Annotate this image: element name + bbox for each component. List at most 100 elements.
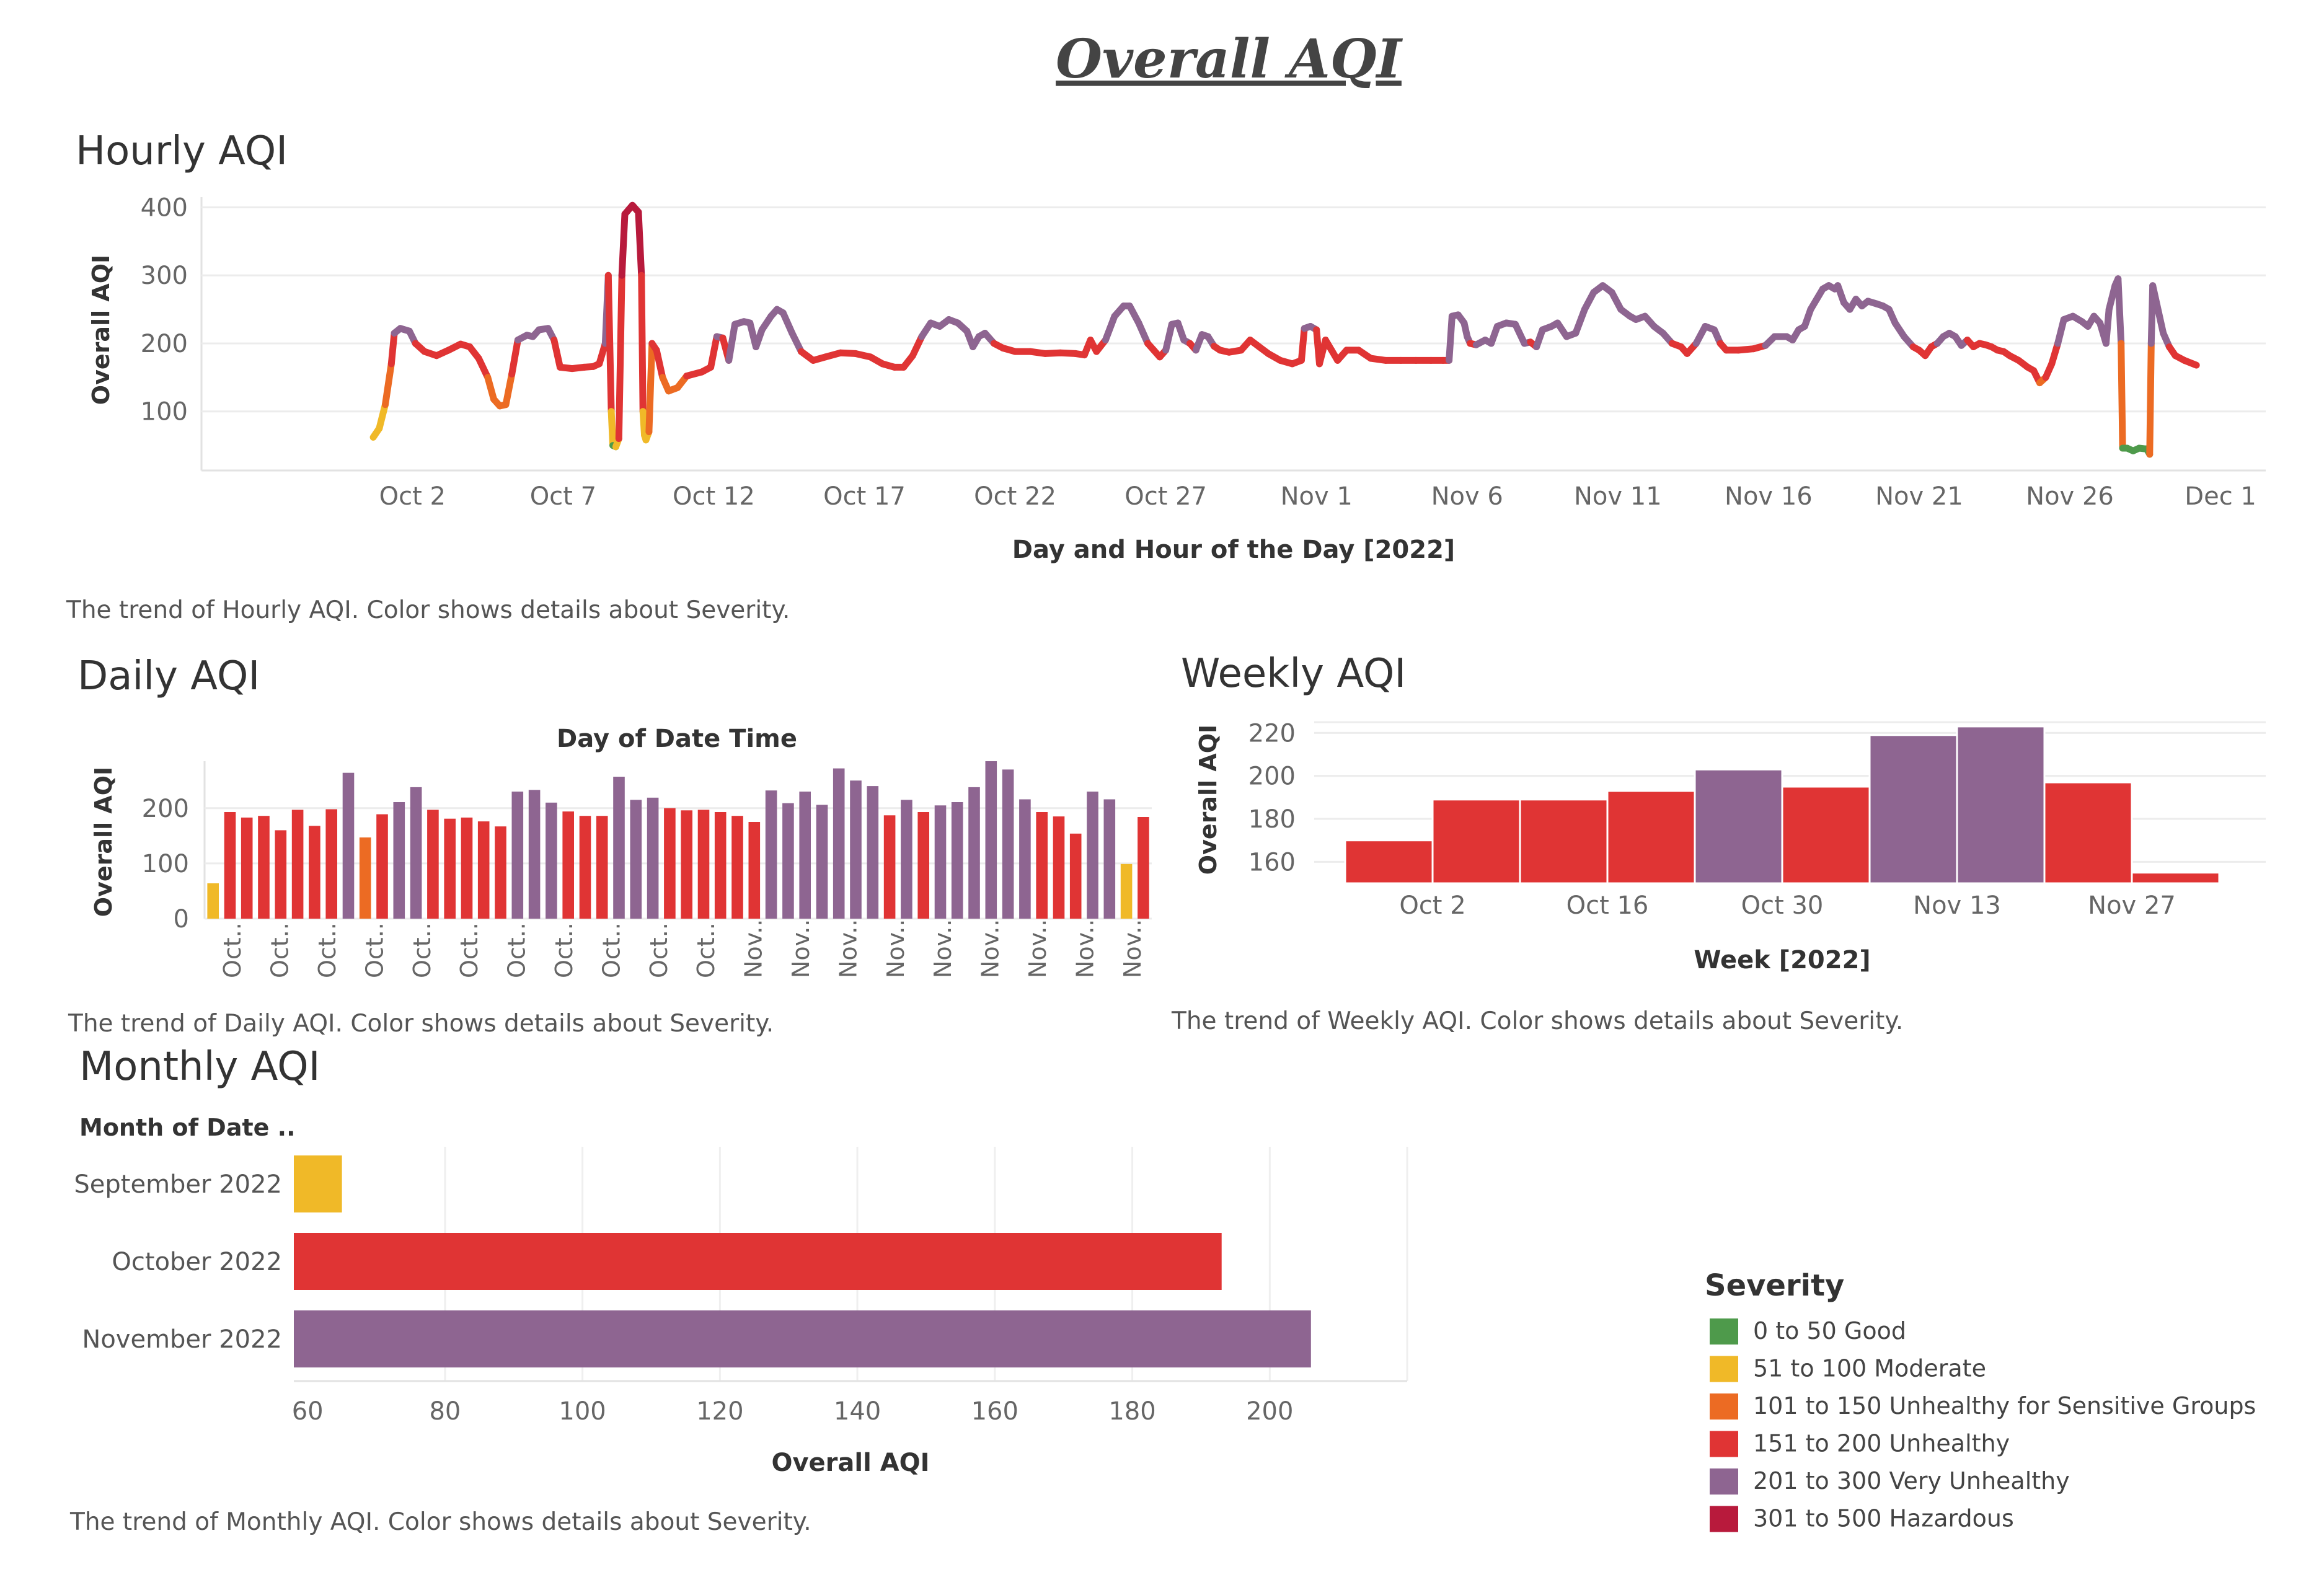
monthly-bar	[294, 1233, 1222, 1290]
daily-y-tick-label: 100	[142, 850, 189, 878]
daily-bar	[664, 808, 676, 919]
daily-bar	[579, 816, 591, 919]
hourly-line-segment	[387, 330, 398, 368]
weekly-y-tick-label: 220	[1248, 719, 1296, 748]
hourly-line-segment	[1446, 312, 1456, 364]
daily-bar	[562, 811, 574, 919]
hourly-x-tick-label: Nov 26	[2026, 482, 2114, 511]
daily-bar	[342, 772, 355, 919]
daily-bar	[291, 810, 304, 919]
hourly-line-segment	[502, 370, 516, 408]
daily-bar	[1120, 863, 1133, 919]
legend-item-label: 201 to 300 Very Unhealthy	[1753, 1467, 2070, 1495]
monthly-x-tick-label: 100	[559, 1397, 606, 1426]
weekly-y-tick-label: 160	[1248, 848, 1296, 877]
legend-swatch	[1710, 1468, 1738, 1495]
daily-bar	[697, 810, 710, 919]
weekly-aqi-chart: Weekly AQI 160 180 200 220 Oct 2 Oct 16 Oct 3…	[1171, 651, 2266, 1035]
daily-x-tick-label: Oct..	[692, 922, 720, 978]
daily-bar	[359, 837, 371, 919]
hourly-line-segment	[382, 360, 395, 408]
daily-bar	[495, 826, 506, 919]
hourly-x-ticks: Oct 2 Oct 7 Oct 12 Oct 17 Oct 22 Oct 27 Nov 1 N…	[379, 482, 2256, 511]
hourly-x-tick-label: Oct 27	[1124, 482, 1207, 511]
weekly-bar	[1431, 798, 1521, 885]
daily-bar	[883, 815, 896, 919]
daily-x-tick-label: Nov..	[740, 919, 767, 978]
monthly-row-header: Month of Date ..	[79, 1114, 296, 1141]
daily-x-ticks: Oct.. Oct.. Oct.. Oct.. Oct.. Oct.. Oct.. Oct..…	[219, 919, 1146, 978]
daily-bar	[393, 802, 405, 919]
hourly-line-segment	[1162, 320, 1175, 354]
weekly-chart-title: Weekly AQI	[1181, 651, 1406, 697]
daily-y-tick-label: 0	[174, 905, 189, 934]
monthly-category-labels: September 2022 October 2022 November 2022	[74, 1170, 282, 1354]
hourly-line-series	[369, 201, 2200, 458]
daily-x-tick-label: Nov..	[1119, 919, 1146, 978]
legend-swatch	[1710, 1356, 1738, 1382]
legend-item-label: 151 to 200 Unhealthy	[1753, 1430, 2010, 1457]
daily-bar	[714, 812, 727, 919]
hourly-x-tick-label: Oct 22	[974, 482, 1056, 511]
monthly-aqi-chart: Monthly AQI Month of Date .. September 2…	[69, 1044, 1408, 1536]
daily-bar	[1087, 792, 1098, 919]
weekly-bar	[1606, 790, 1696, 885]
daily-bar	[782, 803, 794, 919]
daily-y-ticks: 0 100 200	[142, 795, 189, 934]
hourly-line-segment	[638, 272, 647, 415]
daily-bar	[546, 802, 557, 919]
page-title: Overall AQI	[1056, 28, 1403, 91]
hourly-line-segment	[550, 337, 563, 371]
weekly-bar	[1344, 839, 1434, 885]
daily-y-axis-label: Overall AQI	[90, 767, 117, 917]
daily-bar	[799, 792, 811, 919]
hourly-line-segment	[635, 208, 645, 279]
monthly-x-ticks: 60 80 100 120 140 160 180 200	[292, 1397, 1294, 1426]
hourly-y-ticks: 100 200 300 400	[141, 193, 188, 426]
weekly-x-axis-label: Week [2022]	[1694, 946, 1870, 974]
hourly-x-tick-label: Nov 6	[1431, 482, 1503, 511]
daily-aqi-chart: Daily AQI Day of Date Time 0 100 200 Oct..…	[68, 653, 1152, 1038]
daily-bar	[1069, 833, 1082, 919]
hourly-line-segment	[596, 340, 609, 368]
daily-bar	[951, 802, 963, 919]
hourly-x-axis-label: Day and Hour of the Day [2022]	[1012, 536, 1455, 564]
daily-bar	[444, 818, 456, 919]
daily-bar	[850, 780, 862, 919]
legend-swatch	[1710, 1431, 1738, 1457]
weekly-x-tick-label: Oct 16	[1566, 891, 1649, 920]
daily-x-tick-label: Nov..	[882, 919, 909, 978]
legend-item-label: 101 to 150 Unhealthy for Sensitive Group…	[1753, 1392, 2256, 1420]
weekly-x-ticks: Oct 2 Oct 16 Oct 30 Nov 13 Nov 27	[1399, 891, 2176, 920]
daily-bar	[1019, 799, 1031, 919]
daily-x-tick-label: Nov..	[787, 919, 815, 978]
weekly-bar	[1868, 734, 1958, 885]
hourly-line-segment	[376, 401, 389, 432]
hourly-line-segment	[2105, 282, 2119, 313]
hourly-line-segment	[2149, 282, 2162, 317]
daily-bar	[681, 810, 692, 919]
daily-x-tick-label: Oct..	[314, 922, 341, 978]
legend-item-label: 301 to 500 Hazardous	[1753, 1505, 2014, 1532]
daily-bar	[309, 826, 320, 919]
hourly-x-tick-label: Oct 17	[823, 482, 906, 511]
daily-bar	[833, 768, 845, 919]
hourly-y-axis-label: Overall AQI	[87, 255, 115, 405]
hourly-x-tick-label: Oct 12	[673, 482, 755, 511]
daily-bar	[917, 812, 929, 919]
daily-x-tick-label: Oct..	[503, 922, 531, 978]
hourly-y-tick-label: 300	[141, 262, 188, 290]
daily-x-tick-label: Oct..	[219, 922, 246, 978]
hourly-y-tick-label: 100	[141, 398, 188, 426]
hourly-line-segment	[2102, 306, 2113, 347]
monthly-x-tick-label: 60	[292, 1397, 324, 1426]
hourly-line-segment	[2114, 275, 2125, 347]
daily-bars	[207, 761, 1149, 919]
hourly-line-segment	[2048, 340, 2062, 368]
daily-x-tick-label: Oct..	[409, 922, 436, 978]
daily-bar	[1103, 799, 1116, 919]
daily-caption: The trend of Daily AQI. Color shows deta…	[68, 1010, 774, 1038]
daily-bar	[410, 787, 422, 919]
daily-bar	[258, 816, 270, 919]
hourly-caption: The trend of Hourly AQI. Color shows det…	[66, 596, 790, 624]
